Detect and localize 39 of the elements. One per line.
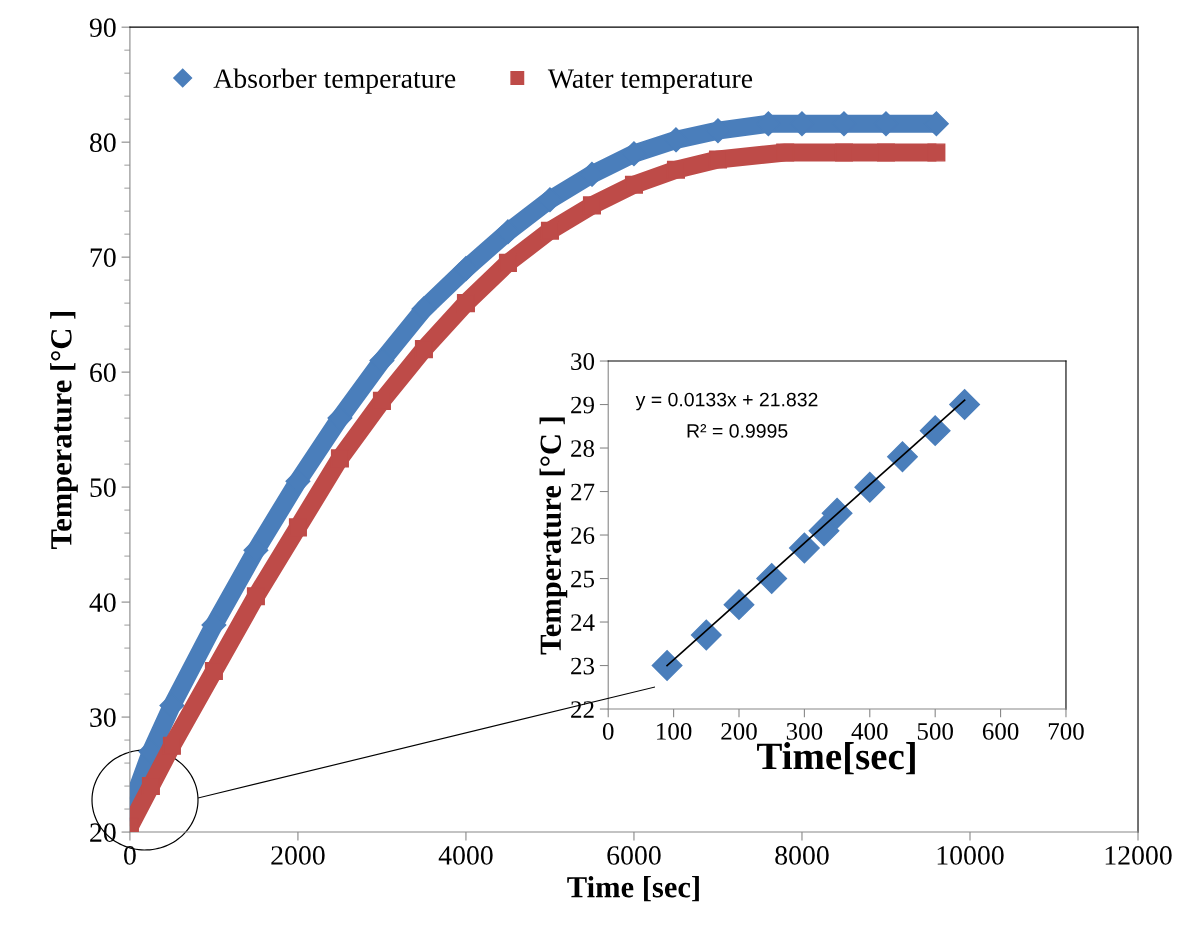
x-tick-label: 600 bbox=[982, 722, 1019, 740]
x-tick-label: 2000 bbox=[271, 846, 325, 865]
y-tick-label: 27 bbox=[571, 483, 595, 501]
y-tick-label: 28 bbox=[571, 440, 595, 457]
x-tick-label: 400 bbox=[851, 722, 888, 740]
y-tick-label: 26 bbox=[571, 527, 595, 544]
y-tick-label: 30 bbox=[571, 353, 595, 370]
y-tick-label: 30 bbox=[90, 708, 116, 727]
y-tick-label: 40 bbox=[89, 593, 116, 612]
y-tick-label: 70 bbox=[90, 248, 116, 268]
y-axis-title: Temperature [°C ] bbox=[50, 312, 78, 549]
y-tick-label: 80 bbox=[90, 133, 116, 153]
x-tick-label: 0 bbox=[124, 846, 136, 865]
annotation: y = 0.0133x + 21.832 bbox=[635, 392, 818, 411]
annotation: R² = 0.9995 bbox=[687, 424, 788, 438]
y-tick-label: 25 bbox=[571, 570, 595, 588]
x-axis-title: Time[sec] bbox=[757, 742, 915, 775]
x-tick-label: 6000 bbox=[607, 846, 661, 865]
y-tick-label: 24 bbox=[571, 614, 595, 631]
x-tick-label: 500 bbox=[917, 722, 953, 740]
x-axis-title: Time [sec] bbox=[567, 876, 699, 902]
y-axis-title: Temperature [°C ] bbox=[539, 417, 568, 655]
legend-label: Water temperature bbox=[547, 69, 753, 94]
y-tick-label: 60 bbox=[90, 363, 116, 383]
legend-label: Absorber temperature bbox=[213, 68, 456, 94]
y-tick-label: 50 bbox=[90, 478, 116, 498]
x-tick-label: 300 bbox=[786, 722, 823, 740]
x-tick-label: 10000 bbox=[937, 846, 1004, 865]
x-tick-label: 8000 bbox=[775, 846, 829, 865]
x-tick-label: 100 bbox=[657, 722, 692, 740]
y-tick-label: 90 bbox=[89, 18, 116, 38]
y-tick-label: 29 bbox=[571, 396, 594, 414]
y-tick-label: 22 bbox=[571, 701, 594, 718]
x-tick-label: 12000 bbox=[1105, 846, 1172, 865]
x-tick-label: 200 bbox=[721, 722, 757, 740]
y-tick-label: 23 bbox=[571, 657, 595, 675]
x-tick-label: 0 bbox=[602, 722, 614, 740]
x-tick-label: 4000 bbox=[438, 846, 493, 865]
x-tick-label: 700 bbox=[1048, 722, 1084, 740]
